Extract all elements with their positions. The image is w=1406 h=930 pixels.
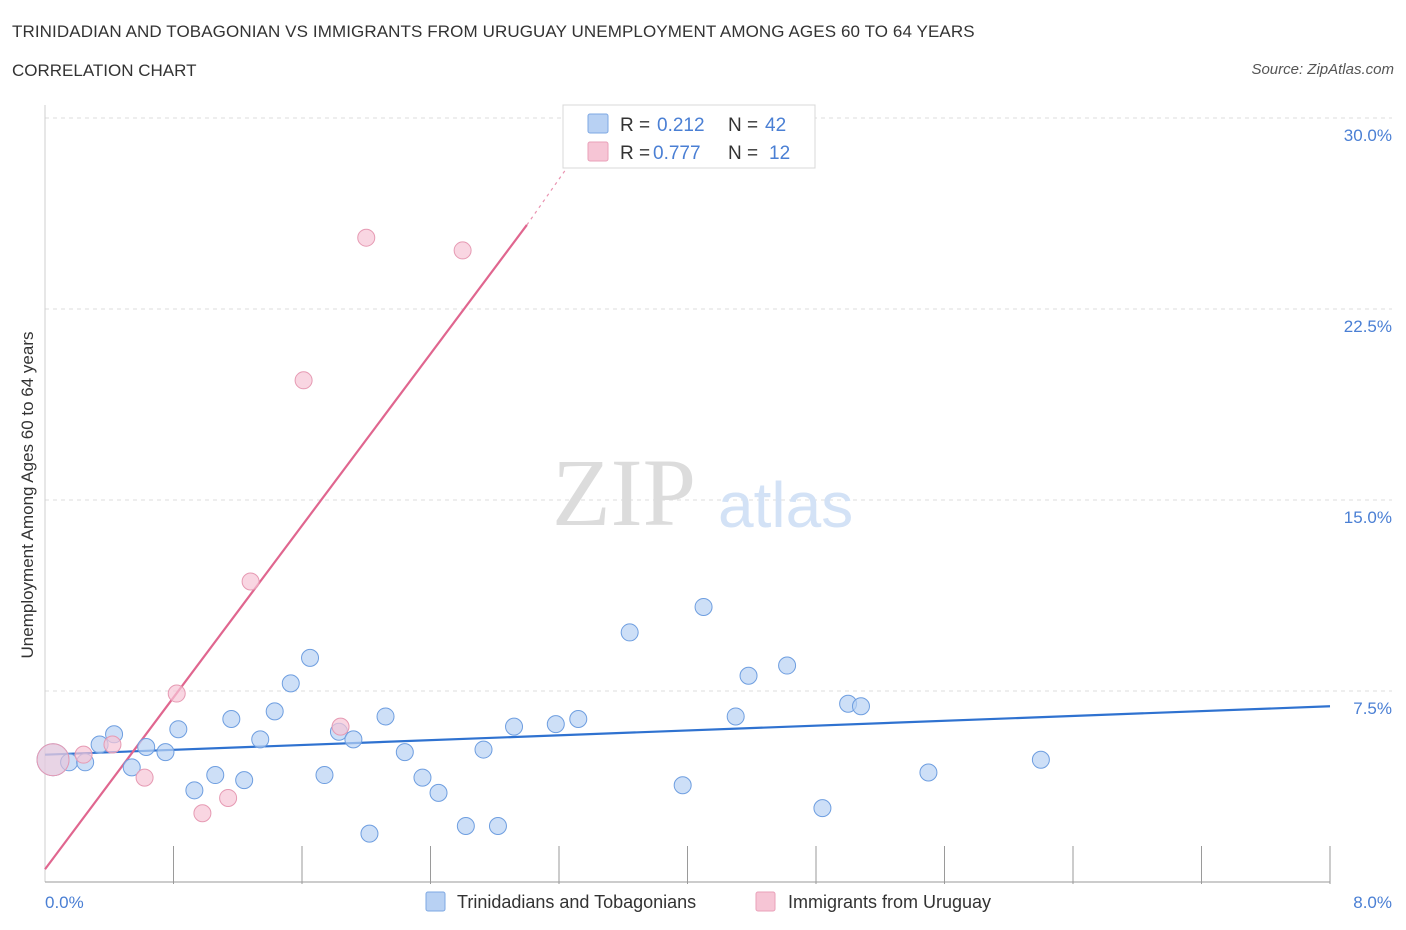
y-axis-label: Unemployment Among Ages 60 to 64 years [18,332,37,659]
point-trinidadians [919,763,938,782]
point-trinidadians [456,816,475,835]
chart-title: TRINIDADIAN AND TOBAGONIAN VS IMMIGRANTS… [12,22,975,41]
point-trinidadians [156,743,175,762]
series-legend-label-pink: Immigrants from Uruguay [788,892,991,912]
legend-r-value-blue: 0.212 [657,115,705,136]
point-uruguay [241,572,260,591]
point-trinidadians [137,738,156,757]
legend-n-label-blue: N = [728,115,758,136]
point-uruguay [74,745,93,764]
point-trinidadians [778,656,797,675]
point-trinidadians [1031,750,1050,769]
grid-layer [45,117,1392,692]
ticks-layer: 7.5% 15.0% 22.5% 30.0% 0.0% 8.0% [45,126,1392,912]
point-trinidadians [265,702,284,721]
point-trinidadians [546,715,565,734]
point-uruguay [193,804,212,823]
point-trinidadians [851,697,870,716]
point-trinidadians [673,776,692,795]
legend-swatch-pink [587,141,609,162]
legend-r-label-blue: R = [620,115,650,136]
trend-line-uruguay [44,224,528,870]
point-trinidadians [222,710,241,729]
point-trinidadians [281,674,300,693]
point-uruguay [167,684,186,703]
point-trinidadians [505,717,524,736]
point-trinidadians [620,623,639,642]
point-trinidadians [395,743,414,762]
point-uruguay [453,241,472,260]
point-trinidadians [474,740,493,759]
watermark-atlas: atlas [718,469,853,541]
point-trinidadians [726,707,745,726]
series-legend-swatch-blue [425,891,446,912]
series-legend-label-blue: Trinidadians and Tobagonians [457,892,696,912]
point-trinidadians [360,824,379,843]
legend-swatch-blue [587,113,609,134]
point-trinidadians [185,781,204,800]
watermark-zip: ZIP [552,439,696,546]
point-uruguay [135,768,154,787]
point-trinidadians [488,816,507,835]
legend-n-value-blue: 42 [765,115,786,136]
point-trinidadians [235,771,254,790]
point-trinidadians [813,799,832,818]
point-uruguay [219,788,238,807]
legend-n-label-pink: N = [728,143,758,164]
point-uruguay [357,228,376,247]
legend-r-value-pink: 0.777 [653,143,701,164]
point-trinidadians [122,758,141,777]
point-trinidadians [315,766,334,785]
point-trinidadians [344,730,363,749]
point-trinidadians [569,710,588,729]
points-layer [36,228,1050,843]
y-tick-label: 15.0% [1344,508,1392,527]
point-uruguay [294,371,313,390]
point-uruguay [36,743,70,777]
point-trinidadians [251,730,270,749]
point-trinidadians [169,720,188,739]
point-uruguay [331,717,350,736]
point-trinidadians [739,666,758,685]
source-credit: Source: ZipAtlas.com [1251,61,1394,78]
y-tick-label: 22.5% [1344,317,1392,336]
point-trinidadians [301,648,320,667]
y-tick-label: 7.5% [1353,699,1392,718]
point-trinidadians [429,783,448,802]
legend-n-value-pink: 12 [769,143,790,164]
point-trinidadians [206,766,225,785]
correlation-legend: R = 0.212 N = 42 R = 0.777 N = 12 [562,104,816,169]
point-trinidadians [694,597,713,616]
point-trinidadians [413,768,432,787]
series-legend: Trinidadians and Tobagonians Immigrants … [425,891,991,912]
legend-r-label-pink: R = [620,143,650,164]
series-legend-swatch-pink [755,891,776,912]
chart-subtitle: CORRELATION CHART [12,61,197,80]
point-uruguay [103,735,122,754]
x-tick-label: 8.0% [1353,893,1392,912]
point-trinidadians [376,707,395,726]
y-tick-label: 30.0% [1344,126,1392,145]
x-tick-label: 0.0% [45,893,84,912]
